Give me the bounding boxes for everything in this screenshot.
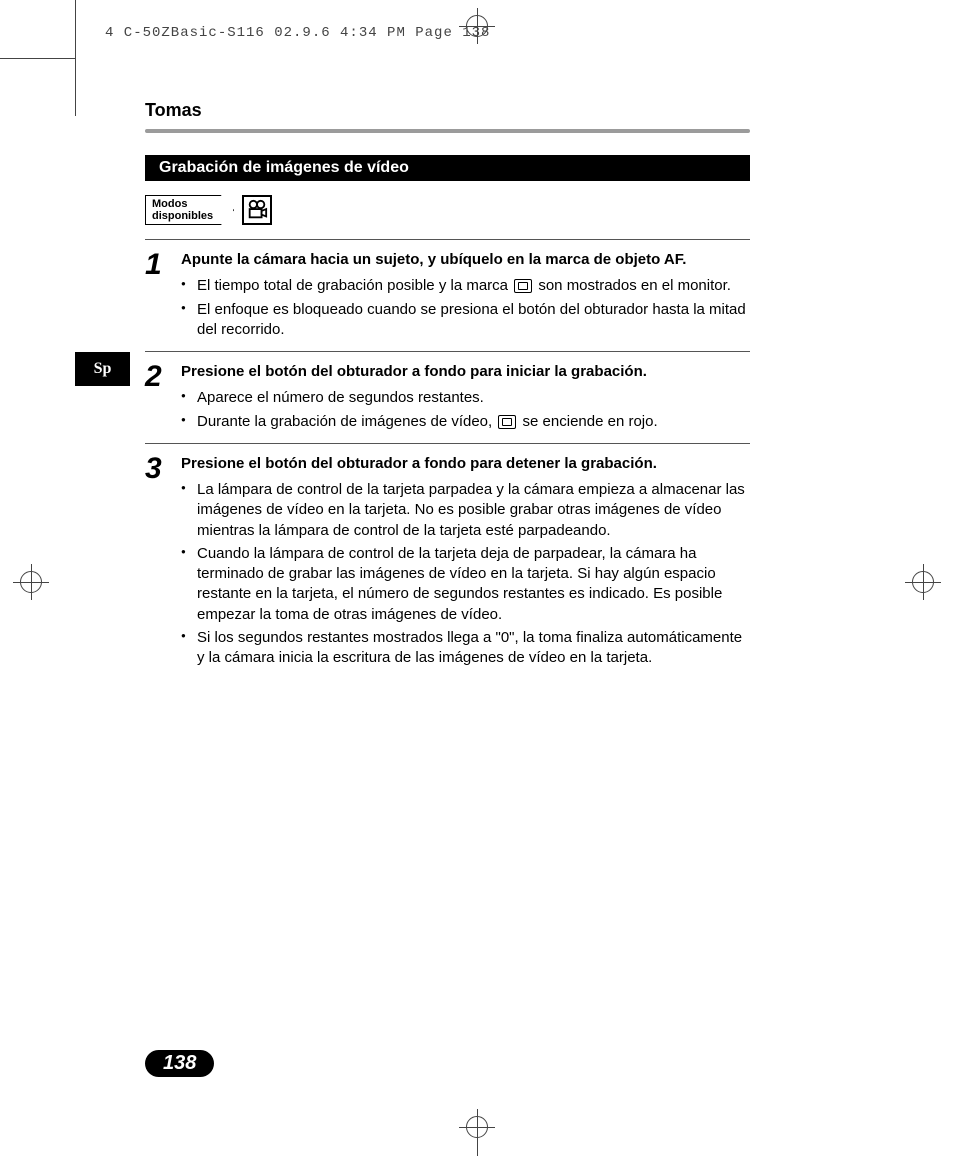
crop-mark-vertical: [75, 0, 76, 116]
section-title: Tomas: [145, 100, 750, 121]
page-content: Tomas Grabación de imágenes de vídeo Mod…: [145, 100, 750, 677]
step-bullet: Cuando la lámpara de control de la tarje…: [181, 544, 750, 625]
step-body: Presione el botón del obturador a fondo …: [181, 362, 750, 435]
movie-camera-icon: [246, 199, 268, 221]
step-2: 2 Presione el botón del obturador a fond…: [145, 362, 750, 435]
subsection-banner: Grabación de imágenes de vídeo: [145, 155, 750, 181]
step-number: 1: [145, 250, 171, 343]
step-bullet: Durante la grabación de imágenes de víde…: [181, 412, 750, 432]
step-body: Apunte la cámara hacia un sujeto, y ubíq…: [181, 250, 750, 343]
modes-label-line1: Modos: [152, 198, 213, 210]
step-number: 2: [145, 362, 171, 435]
registration-mark-bottom: [466, 1116, 488, 1156]
video-mode-icon: [242, 195, 272, 225]
registration-mark-left: [20, 571, 42, 593]
modes-row: Modos disponibles: [145, 195, 750, 225]
step-1: 1 Apunte la cámara hacia un sujeto, y ub…: [145, 250, 750, 343]
step-bullet: Aparece el número de segundos restantes.: [181, 388, 750, 408]
divider: [145, 351, 750, 352]
registration-mark-right: [912, 571, 934, 593]
section-rule: [145, 129, 750, 133]
step-bullet: La lámpara de control de la tarjeta parp…: [181, 480, 750, 541]
modes-available-tag: Modos disponibles: [145, 195, 234, 225]
divider: [145, 443, 750, 444]
print-job-header: 4 C-50ZBasic-S116 02.9.6 4:34 PM Page 13…: [105, 25, 490, 41]
step-bullet: El enfoque es bloqueado cuando se presio…: [181, 300, 750, 341]
step-heading: Presione el botón del obturador a fondo …: [181, 454, 750, 474]
modes-label-line2: disponibles: [152, 210, 213, 222]
step-heading: Presione el botón del obturador a fondo …: [181, 362, 750, 382]
divider: [145, 239, 750, 240]
step-bullet: Si los segundos restantes mostrados lleg…: [181, 628, 750, 669]
step-body: Presione el botón del obturador a fondo …: [181, 454, 750, 672]
step-number: 3: [145, 454, 171, 672]
language-tab: Sp: [75, 352, 130, 386]
crop-mark-horizontal: [0, 58, 75, 59]
page-number: 138: [145, 1050, 214, 1077]
record-icon: [514, 279, 532, 293]
step-heading: Apunte la cámara hacia un sujeto, y ubíq…: [181, 250, 750, 270]
step-3: 3 Presione el botón del obturador a fond…: [145, 454, 750, 672]
record-icon: [498, 415, 516, 429]
step-bullet: El tiempo total de grabación posible y l…: [181, 276, 750, 296]
